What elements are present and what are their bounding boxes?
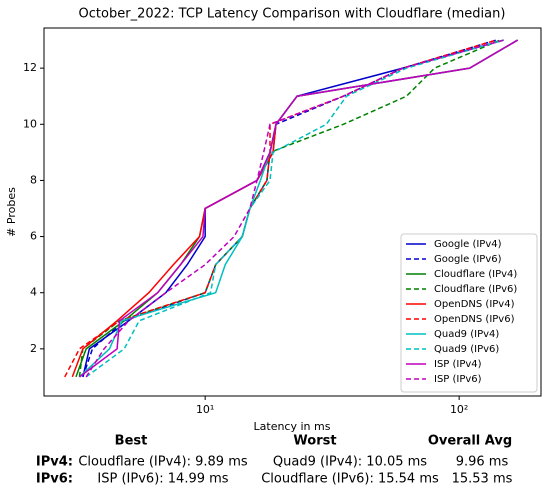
legend-label: OpenDNS (IPv4) <box>434 299 515 310</box>
y-tick-label: 2 <box>30 342 37 355</box>
table-cell: Quad9 (IPv4): 10.05 ms <box>273 455 427 470</box>
row-label: IPv4: <box>36 455 73 470</box>
legend-label: Quad9 (IPv4) <box>434 329 499 340</box>
table-header: Best <box>115 434 148 449</box>
series-line <box>79 39 519 378</box>
row-label: IPv6: <box>36 472 73 487</box>
series-line <box>85 39 505 378</box>
chart-title: October_2022: TCP Latency Comparison wit… <box>79 7 506 22</box>
legend-label: Google (IPv6) <box>434 254 502 265</box>
y-tick-label: 10 <box>23 117 37 130</box>
table-header: Worst <box>293 434 336 449</box>
x-axis-label: Latency in ms <box>254 420 331 433</box>
table-cell: Cloudflare (IPv6): 15.54 ms <box>261 472 439 487</box>
table-cell: 15.53 ms <box>452 472 513 487</box>
y-tick-label: 6 <box>30 230 37 243</box>
y-axis-label: # Probes <box>5 187 18 237</box>
y-tick-label: 4 <box>30 286 37 299</box>
y-tick-label: 8 <box>30 173 37 186</box>
plot-frame <box>43 27 542 397</box>
table-cell: ISP (IPv6): 14.99 ms <box>97 472 228 487</box>
legend-box <box>400 233 538 393</box>
legend-label: Cloudflare (IPv6) <box>434 284 517 295</box>
legend-label: Cloudflare (IPv4) <box>434 269 517 280</box>
legend-label: Google (IPv4) <box>434 239 502 250</box>
table-cell: 9.96 ms <box>456 455 509 470</box>
legend-label: ISP (IPv4) <box>434 359 482 370</box>
y-tick-label: 12 <box>23 61 37 74</box>
x-tick-label: 10² <box>450 403 468 416</box>
series-line <box>85 39 505 378</box>
x-tick-label: 10¹ <box>196 403 214 416</box>
legend-label: ISP (IPv6) <box>434 374 482 385</box>
legend-label: OpenDNS (IPv6) <box>434 314 515 325</box>
table-header: Overall Avg <box>428 434 512 449</box>
legend-label: Quad9 (IPv6) <box>434 344 499 355</box>
table-cell: Cloudflare (IPv4): 9.89 ms <box>78 455 248 470</box>
